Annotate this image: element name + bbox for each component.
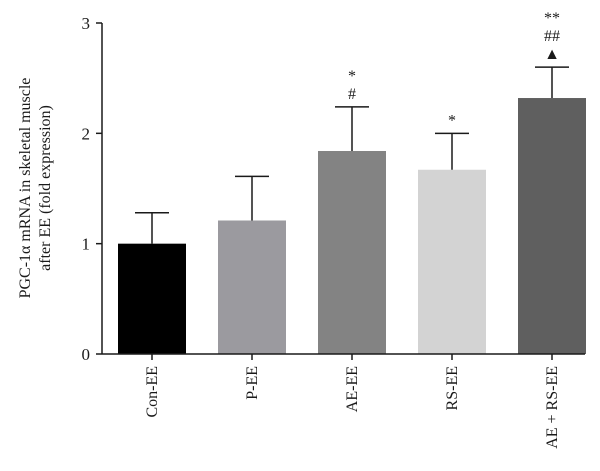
significance-marker: # <box>348 86 356 103</box>
x-tick-label: AE-EE <box>344 366 361 412</box>
y-tick-label: 0 <box>82 345 91 364</box>
significance-marker: * <box>348 68 356 85</box>
y-tick-label: 1 <box>82 235 91 254</box>
bar-2 <box>318 150 386 354</box>
y-axis-label-line-2: after EE (fold expression) <box>37 105 54 271</box>
significance-markers: #**▲##** <box>348 10 560 129</box>
bars <box>118 98 586 354</box>
bar-4 <box>518 98 586 354</box>
significance-marker: ** <box>544 10 560 27</box>
significance-marker: ▲ <box>544 46 560 63</box>
y-tick-label: 3 <box>82 14 91 33</box>
x-tick-label: Con-EE <box>144 366 161 418</box>
bar-1 <box>218 220 286 354</box>
bar-0 <box>118 243 186 354</box>
significance-marker: * <box>448 112 456 129</box>
bar-3 <box>418 169 486 354</box>
error-bars <box>135 66 569 244</box>
x-tick-label: P-EE <box>244 366 261 400</box>
axes <box>101 23 585 360</box>
x-category-labels: Con-EE P-EE AE-EE RS-EE AE + RS-EE <box>144 366 561 449</box>
x-tick-label: RS-EE <box>444 366 461 410</box>
y-ticks: 0 1 2 3 <box>82 14 102 364</box>
x-tick-label: AE + RS-EE <box>544 366 561 449</box>
y-axis-label: PGC-1α mRNA in skeletal muscle after EE … <box>17 78 54 299</box>
y-tick-label: 2 <box>82 124 91 143</box>
y-axis-label-line-1: PGC-1α mRNA in skeletal muscle <box>17 78 34 299</box>
significance-marker: ## <box>544 28 560 45</box>
